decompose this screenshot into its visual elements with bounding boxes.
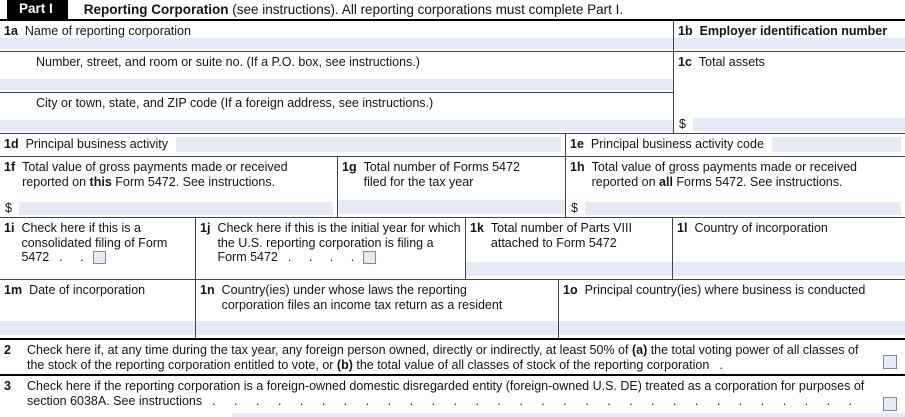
input-date-of-incorporation[interactable] (0, 321, 195, 335)
field-1m-label: Date of incorporation (29, 283, 146, 297)
part-title-bold: Reporting Corporation (83, 2, 229, 17)
field-1a-label: Name of reporting corporation (24, 24, 191, 38)
row-address-1c: Number, street, and room or suite no. (I… (0, 52, 905, 134)
input-parts-viii-count[interactable] (466, 262, 672, 276)
field-1e-number: 1e (570, 137, 584, 151)
input-total-assets[interactable] (692, 118, 905, 131)
input-ein[interactable] (674, 38, 905, 49)
part-title: Reporting Corporation (see instructions)… (84, 2, 623, 17)
field-1k: 1k Total number of Parts VIII attached t… (465, 218, 672, 279)
checkbox-foreign-owned-de[interactable] (883, 397, 897, 411)
dollar-sign-1h: $ (571, 201, 578, 215)
input-corporation-name[interactable] (0, 38, 673, 49)
field-1b-number: 1b (678, 24, 693, 38)
input-street[interactable] (0, 78, 673, 90)
trail-dot-line2: . (719, 358, 724, 372)
input-business-activity[interactable] (176, 137, 561, 152)
field-1b-label: Employer identification number (699, 24, 888, 38)
field-1f-number: 1f (4, 160, 16, 174)
field-1f-label: Total value of gross payments made or re… (22, 160, 288, 189)
field-1n: 1n Country(ies) under whose laws the rep… (195, 280, 558, 338)
field-1g: 1g Total number of Forms 5472 filed for … (337, 157, 565, 217)
field-1a-number: 1a (4, 24, 18, 38)
field-1i-number: 1i (4, 221, 15, 235)
field-1a: 1a Name of reporting corporation (0, 21, 673, 51)
field-1k-number: 1k (470, 221, 484, 235)
field-1j-label: Check here if this is the initial year f… (217, 221, 461, 264)
field-1i: 1i Check here if this is a consolidated … (0, 218, 195, 279)
field-1e: 1e Principal business activity code (565, 134, 905, 156)
field-1j: 1j Check here if this is the initial yea… (195, 218, 465, 279)
dot-leader-line3: . . . . . . . . . . . . . . . . . . . . … (212, 394, 854, 408)
line3-number: 3 (4, 379, 11, 393)
field-1d-number: 1d (4, 137, 19, 151)
field-1o-label: Principal country(ies) where business is… (584, 283, 866, 297)
dot-leader-1j: . . . . (287, 250, 356, 264)
line2-number: 2 (4, 343, 11, 357)
field-1o: 1o Principal country(ies) where business… (558, 280, 905, 338)
input-country-of-incorporation[interactable] (673, 262, 905, 276)
row-line3: 3 Check here if the reporting corporatio… (0, 376, 905, 417)
checkbox-foreign-ownership[interactable] (883, 355, 897, 369)
field-city: City or town, state, and ZIP code (If a … (0, 93, 673, 134)
field-1m: 1m Date of incorporation (0, 280, 195, 338)
field-1l-label: Country of incorporation (694, 221, 828, 235)
row-1i-1l: 1i Check here if this is a consolidated … (0, 218, 905, 280)
field-street: Number, street, and room or suite no. (I… (0, 52, 673, 93)
field-1c-label: Total assets (698, 55, 765, 69)
field-street-label: Number, street, and room or suite no. (I… (36, 55, 420, 69)
next-row-entry-strip (232, 413, 905, 417)
row-1f-1g-1h: 1f Total value of gross payments made or… (0, 157, 905, 218)
field-1h: 1h Total value of gross payments made or… (565, 157, 905, 217)
input-gross-payments-this[interactable] (18, 202, 333, 215)
input-gross-payments-all[interactable] (584, 202, 901, 215)
line2-text: Check here if, at any time during the ta… (27, 343, 859, 372)
field-1i-label: Check here if this is a consolidated fil… (21, 221, 168, 264)
field-1e-label: Principal business activity code (590, 137, 764, 151)
field-1m-number: 1m (4, 283, 23, 297)
row-line2: 2 Check here if, at any time during the … (0, 340, 905, 376)
field-1n-label: Country(ies) under whose laws the report… (221, 283, 503, 312)
checkbox-consolidated-filing[interactable] (92, 251, 106, 264)
field-1b: 1b Employer identification number (673, 21, 905, 51)
field-1k-label: Total number of Parts VIII attached to F… (490, 221, 632, 250)
part-title-rest: (see instructions). All reporting corpor… (228, 2, 624, 17)
dot-leader-1i: . . (59, 250, 85, 264)
input-business-country[interactable] (559, 321, 905, 335)
field-1d-label: Principal business activity (25, 137, 169, 151)
part-header: Part I Reporting Corporation (see instru… (0, 0, 905, 21)
dollar-sign-1f: $ (5, 201, 12, 215)
field-city-label: City or town, state, and ZIP code (If a … (36, 95, 434, 110)
field-1c: 1c Total assets $ (673, 52, 905, 133)
dollar-sign-1c: $ (679, 117, 686, 131)
row-1a-1b: 1a Name of reporting corporation 1b Empl… (0, 21, 905, 52)
field-1g-label: Total number of Forms 5472 filed for the… (363, 160, 520, 189)
field-1j-number: 1j (200, 221, 211, 235)
field-1n-number: 1n (200, 283, 215, 297)
field-1o-number: 1o (563, 283, 578, 297)
input-resident-country[interactable] (196, 321, 558, 335)
field-1d: 1d Principal business activity (0, 134, 565, 156)
checkbox-initial-year[interactable] (363, 251, 377, 264)
input-city[interactable] (0, 120, 673, 131)
field-1h-number: 1h (570, 160, 585, 174)
input-business-activity-code[interactable] (771, 137, 901, 152)
field-1l: 1l Country of incorporation (672, 218, 905, 279)
field-1h-label: Total value of gross payments made or re… (591, 160, 858, 189)
field-1c-number: 1c (678, 55, 692, 69)
line3-text: Check here if the reporting corporation … (27, 379, 865, 408)
field-1g-number: 1g (342, 160, 357, 174)
row-1d-1e: 1d Principal business activity 1e Princi… (0, 134, 905, 157)
input-forms-count[interactable] (338, 200, 565, 214)
address-column: Number, street, and room or suite no. (I… (0, 52, 673, 133)
part-label: Part I (7, 0, 68, 19)
field-1l-number: 1l (677, 221, 688, 235)
field-1f: 1f Total value of gross payments made or… (0, 157, 337, 217)
row-1m-1o: 1m Date of incorporation 1n Country(ies)… (0, 280, 905, 340)
